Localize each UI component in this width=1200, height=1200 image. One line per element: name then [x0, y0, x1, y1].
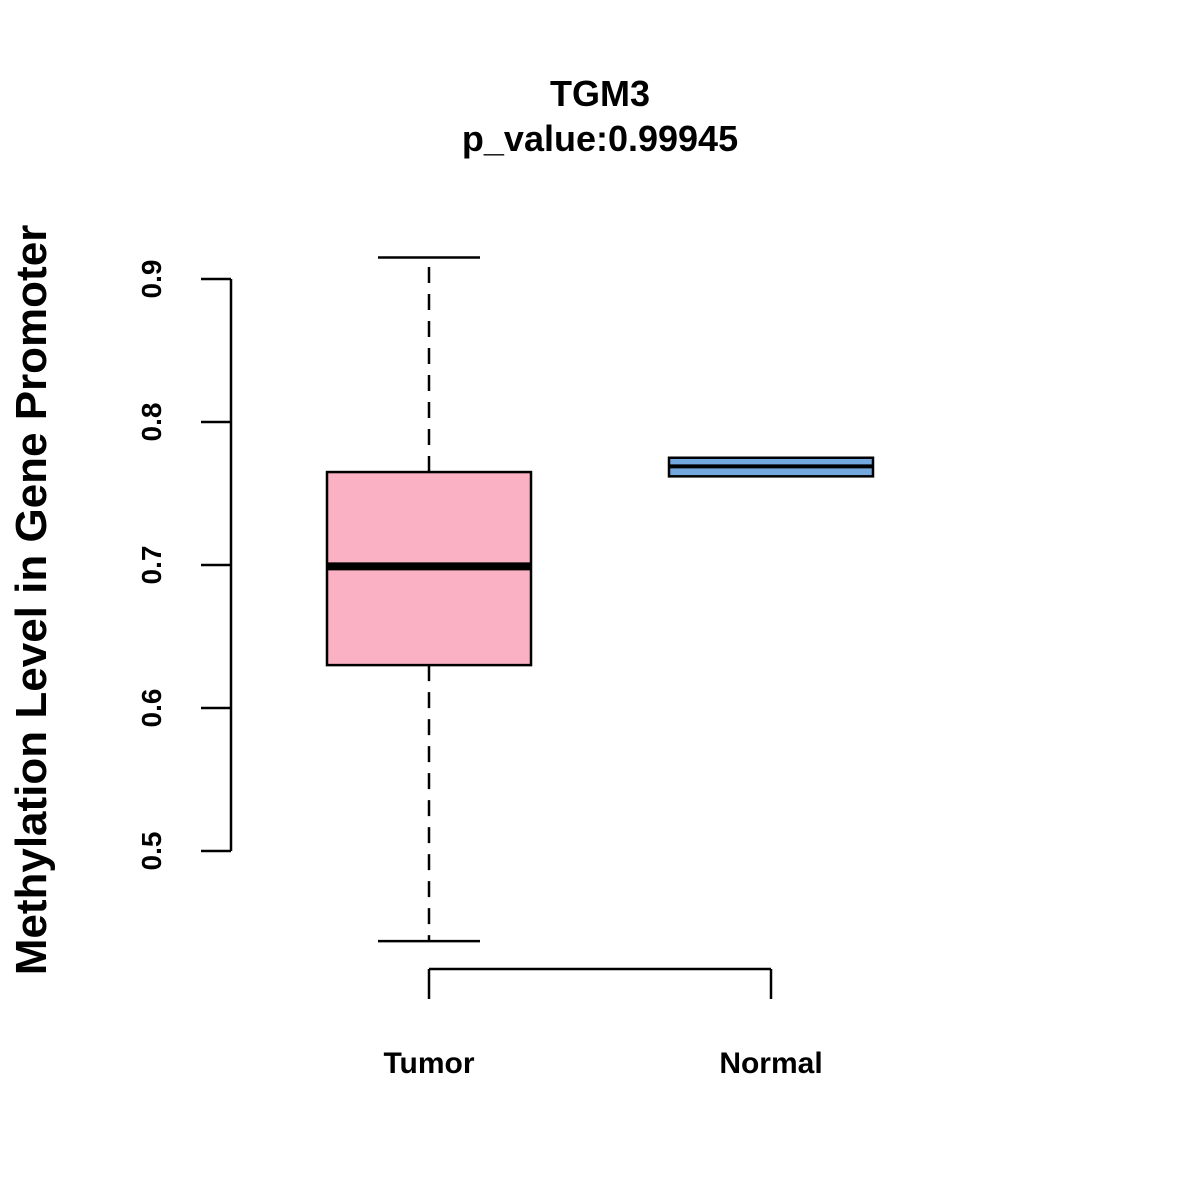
y-axis: 0.5 0.6 0.7 0.8 0.9	[136, 260, 233, 871]
y-tick-label: 0.9	[136, 260, 167, 299]
y-tick-label: 0.8	[136, 403, 167, 442]
chart-subtitle: p_value:0.99945	[462, 118, 738, 159]
x-tick-label: Normal	[719, 1047, 822, 1080]
y-axis-label: Methylation Level in Gene Promoter	[7, 225, 56, 976]
x-tick-label: Tumor	[383, 1047, 474, 1080]
chart-title: TGM3	[550, 73, 650, 114]
y-tick-label: 0.5	[136, 832, 167, 871]
boxes-group	[325, 256, 875, 943]
y-tick-label: 0.6	[136, 689, 167, 728]
x-axis: Tumor Normal	[383, 967, 823, 1080]
y-tick-label: 0.7	[136, 546, 167, 585]
